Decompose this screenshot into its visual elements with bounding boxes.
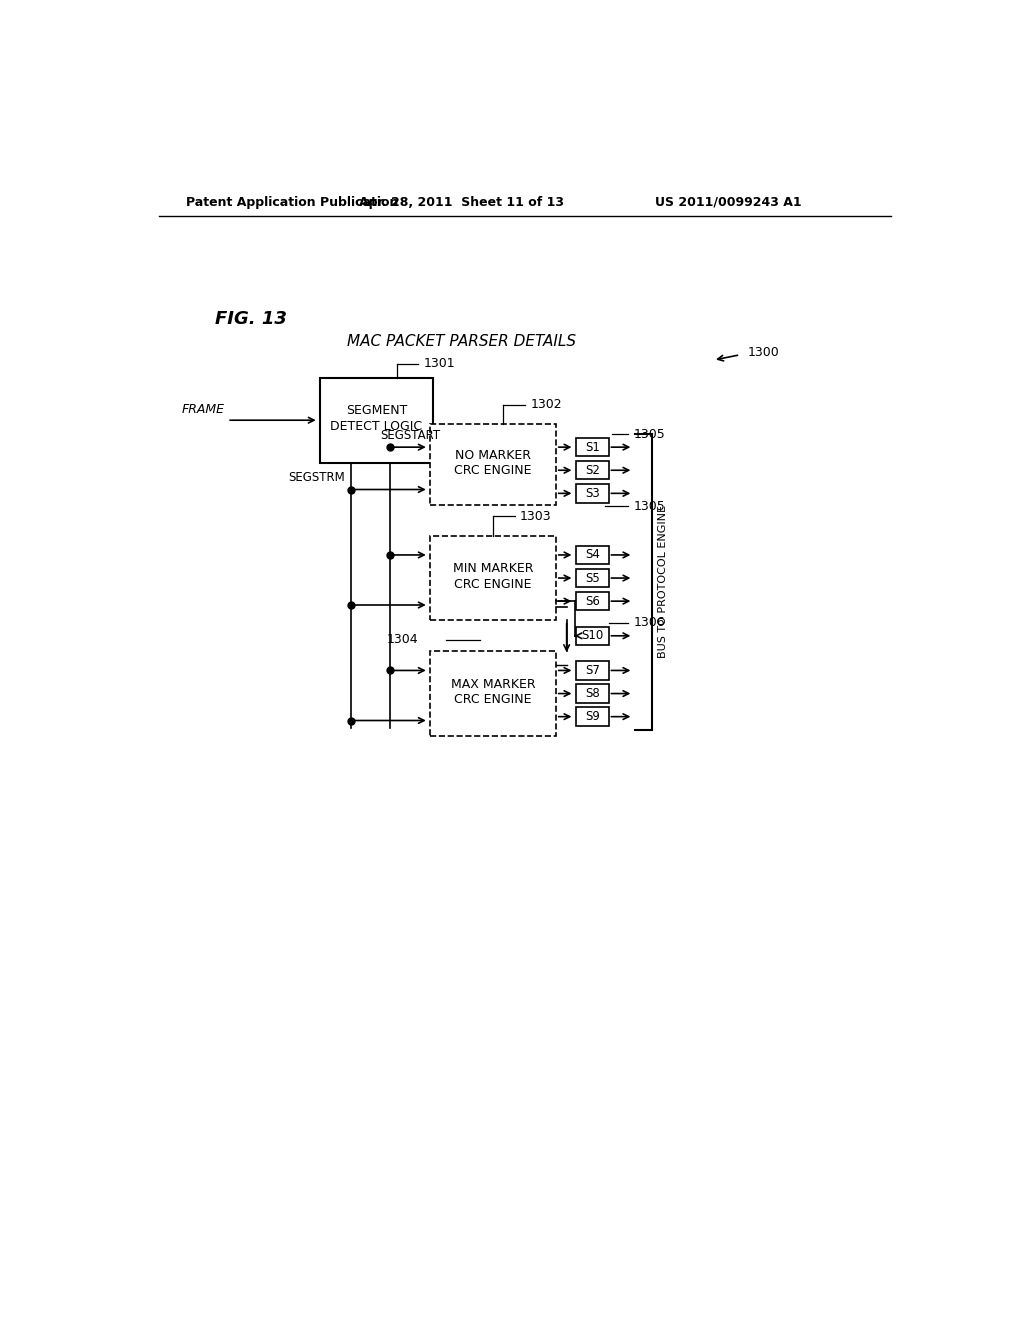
Bar [575, 708, 608, 726]
Text: NO MARKER: NO MARKER [455, 449, 531, 462]
Text: 1303: 1303 [520, 510, 552, 523]
Text: MAC PACKET PARSER DETAILS: MAC PACKET PARSER DETAILS [347, 334, 575, 350]
Bar [575, 569, 608, 587]
Text: S7: S7 [585, 664, 600, 677]
Text: S8: S8 [585, 686, 600, 700]
Text: US 2011/0099243 A1: US 2011/0099243 A1 [655, 195, 802, 209]
Text: S3: S3 [585, 487, 600, 500]
Bar [575, 545, 608, 564]
Bar [575, 438, 608, 457]
Text: DETECT LOGIC: DETECT LOGIC [331, 420, 423, 433]
Text: S1: S1 [585, 441, 600, 454]
Text: 1301: 1301 [424, 358, 456, 371]
Text: BUS TO PROTOCOL ENGINE: BUS TO PROTOCOL ENGINE [657, 506, 668, 659]
Bar [575, 661, 608, 680]
Text: 1302: 1302 [530, 399, 562, 412]
Text: 1304: 1304 [387, 634, 419, 647]
Text: S6: S6 [585, 594, 600, 607]
Text: S4: S4 [585, 548, 600, 561]
Text: S9: S9 [585, 710, 600, 723]
Bar [575, 684, 608, 702]
Text: CRC ENGINE: CRC ENGINE [455, 578, 531, 591]
Text: FRAME: FRAME [181, 403, 224, 416]
Bar [575, 627, 608, 645]
Text: 1306: 1306 [633, 616, 665, 630]
Bar [430, 424, 556, 506]
Text: SEGSTRM: SEGSTRM [288, 471, 345, 484]
Text: 1305: 1305 [633, 500, 665, 513]
Text: CRC ENGINE: CRC ENGINE [455, 693, 531, 706]
Text: Apr. 28, 2011  Sheet 11 of 13: Apr. 28, 2011 Sheet 11 of 13 [358, 195, 564, 209]
Text: 1300: 1300 [748, 346, 779, 359]
Bar [321, 378, 432, 462]
Text: CRC ENGINE: CRC ENGINE [455, 465, 531, 477]
Text: SEGMENT: SEGMENT [346, 404, 408, 417]
Bar [430, 651, 556, 737]
Text: MIN MARKER: MIN MARKER [453, 562, 534, 576]
Bar [575, 484, 608, 503]
Bar [430, 536, 556, 620]
Text: SEGSTART: SEGSTART [380, 429, 440, 442]
Text: MAX MARKER: MAX MARKER [451, 677, 536, 690]
Text: Patent Application Publication: Patent Application Publication [186, 195, 398, 209]
Bar [575, 461, 608, 479]
Text: 1305: 1305 [633, 428, 665, 441]
Text: S5: S5 [585, 572, 600, 585]
Bar [575, 591, 608, 610]
Text: FIG. 13: FIG. 13 [215, 310, 287, 327]
Text: S2: S2 [585, 463, 600, 477]
Text: S10: S10 [581, 630, 603, 643]
